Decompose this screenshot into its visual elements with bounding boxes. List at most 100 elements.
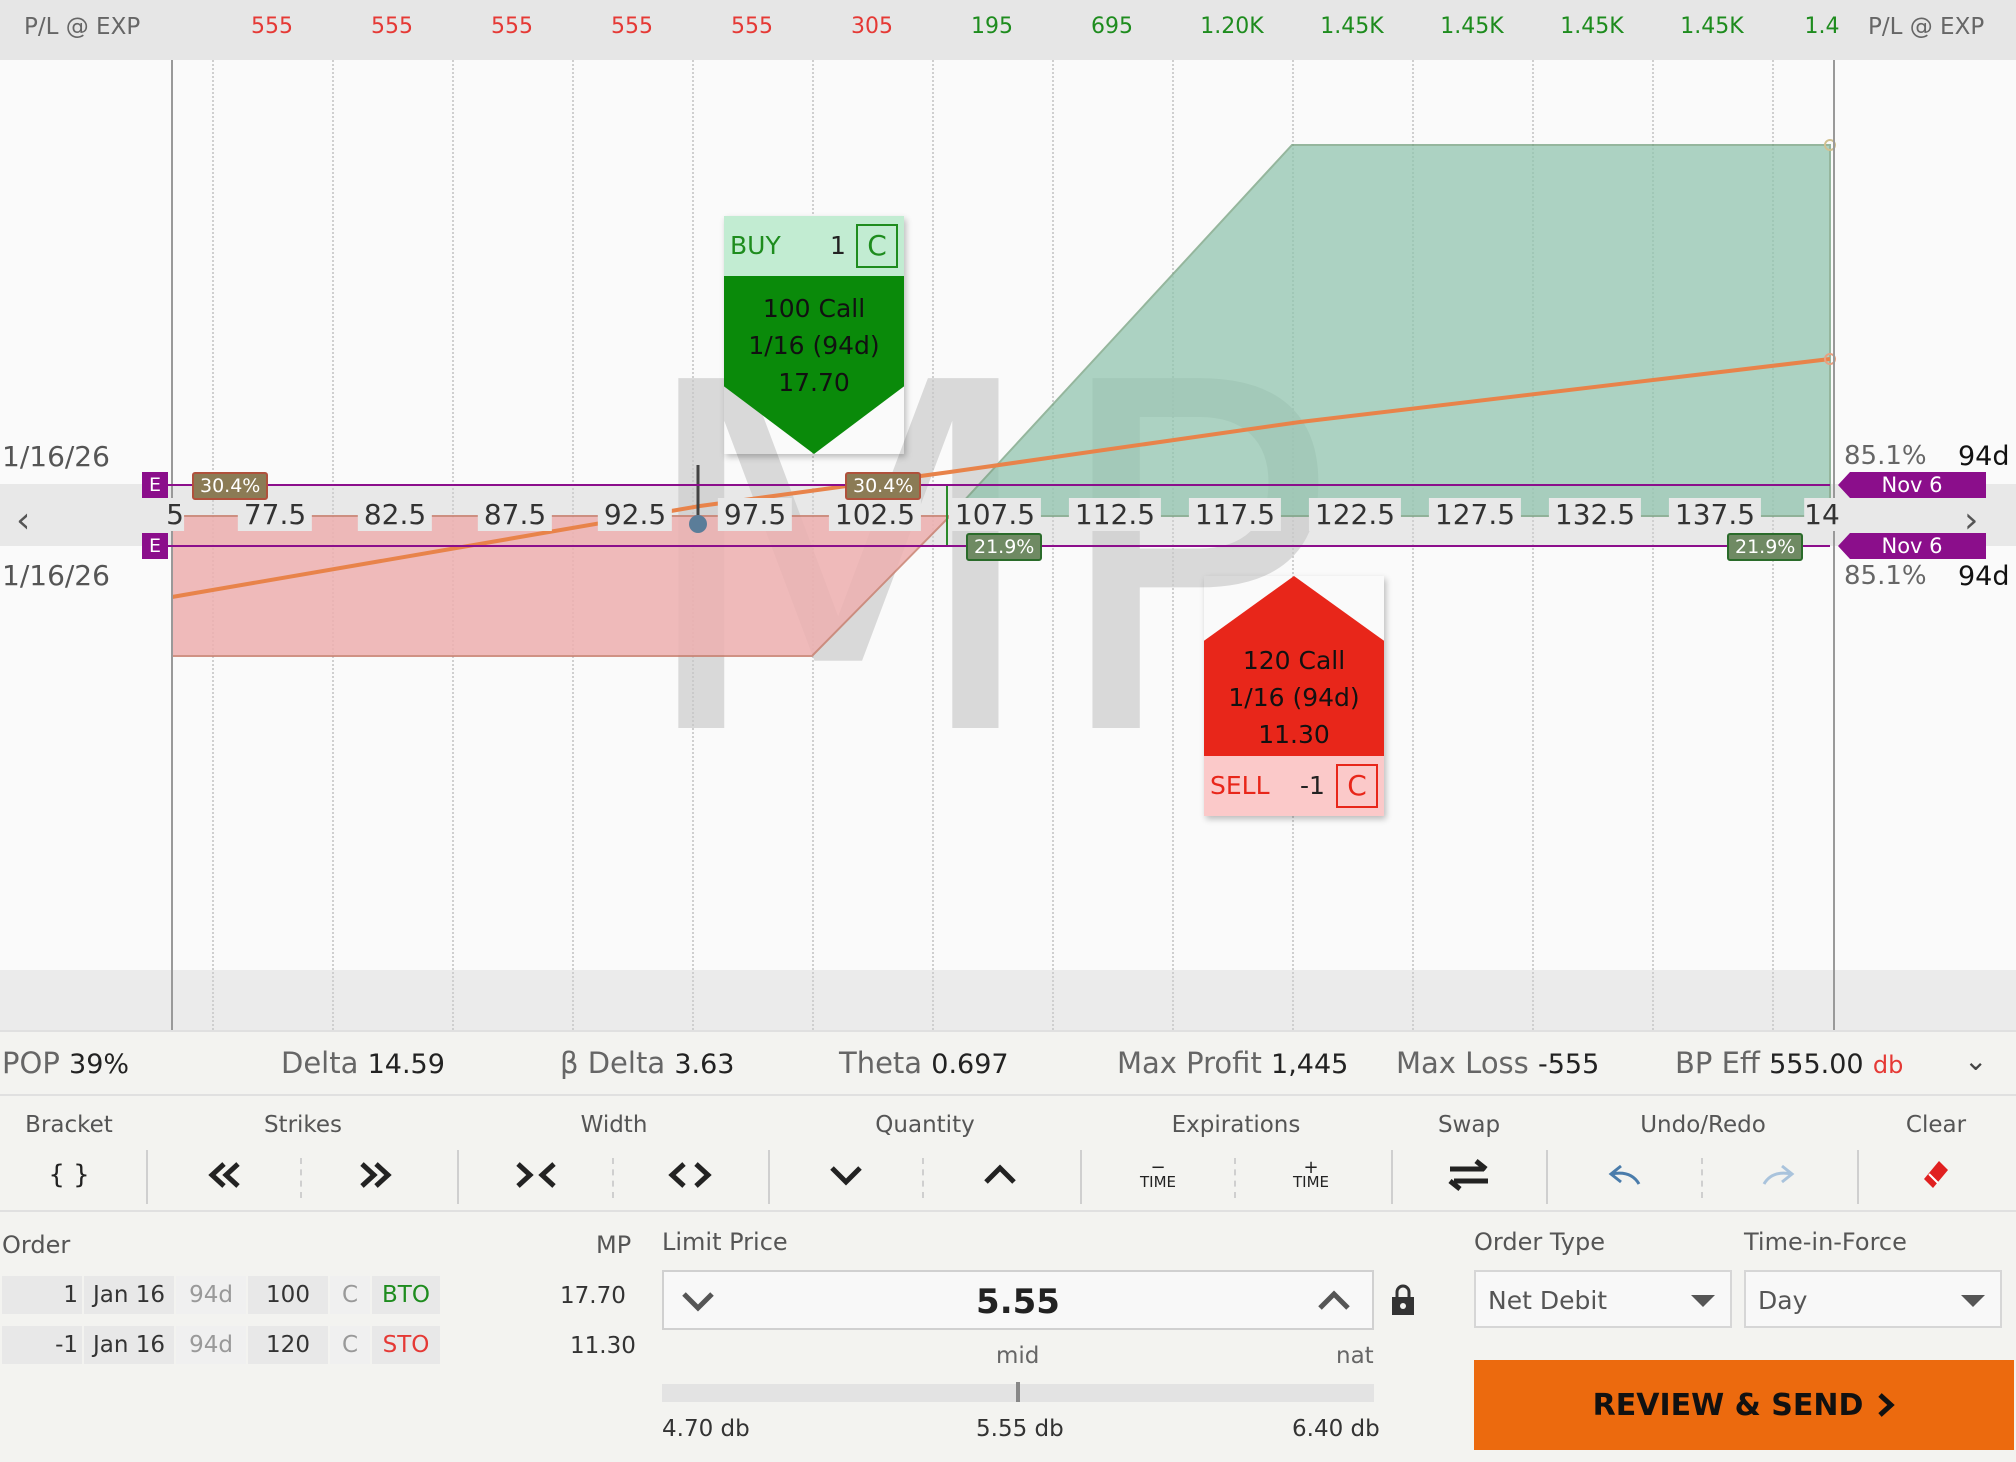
e-marker-bottom[interactable]: E [142,533,168,559]
price-up-icon[interactable] [1316,1288,1352,1314]
e-marker-top[interactable]: E [142,472,168,498]
strike-label[interactable]: 112.5 [1068,498,1162,531]
limit-price-value[interactable]: 5.55 [976,1282,1060,1322]
scroll-right-icon[interactable]: › [1964,500,1979,541]
pl-label-left: P/L @ EXP [24,14,141,40]
strikes-left-button[interactable] [174,1148,274,1202]
strike-label[interactable]: 107.5 [948,498,1042,531]
max-profit-stat: Max Profit 1,445 [1117,1046,1349,1080]
pl-at-exp-strip: P/L @ EXP P/L @ EXP 555 555 555 555 555 305 19… [0,0,2016,60]
sell-action-label: SELL [1210,771,1270,800]
lock-icon[interactable] [1390,1284,1416,1316]
strike-label[interactable]: 87.5 [477,498,553,531]
time-plus-button[interactable]: + TIME [1261,1148,1361,1202]
strike-label[interactable]: 137.5 [1668,498,1762,531]
toolbar-separator [1234,1158,1236,1198]
clear-button[interactable] [1886,1148,1986,1202]
toolbar-separator [768,1150,770,1204]
review-send-button[interactable]: REVIEW & SEND [1474,1360,2014,1450]
expand-chevron-icon[interactable]: ⌄ [1964,1044,1988,1077]
pl-label-right: P/L @ EXP [1868,14,1985,40]
sell-exp: 1/16 (94d) [1228,683,1360,712]
strike-label[interactable]: 77.5 [237,498,313,531]
swap-icon [1448,1159,1488,1191]
width-widen-button[interactable] [640,1148,740,1202]
sell-leg-card[interactable]: 120 Call 1/16 (94d) 11.30 SELL -1 C [1204,576,1384,816]
strike-label[interactable]: 14 [1804,498,1840,531]
quantity-down-button[interactable] [796,1148,896,1202]
pl-value: 555 [371,14,413,39]
time-minus-button[interactable]: − TIME [1108,1148,1208,1202]
buy-card-header: BUY 1 C [724,216,904,276]
buy-exp: 1/16 (94d) [748,331,880,360]
quantity-label: Quantity [875,1112,975,1138]
order-mp: 11.30 [570,1333,636,1359]
width-narrow-button[interactable] [486,1148,586,1202]
order-type-select[interactable]: Net Debit [1474,1270,1732,1328]
redo-button[interactable] [1728,1148,1828,1202]
strike-label[interactable]: 97.5 [717,498,793,531]
undo-button[interactable] [1575,1148,1675,1202]
pl-value: 305 [851,14,893,39]
days-label-top: 94d [1958,441,2010,472]
quantity-up-button[interactable] [950,1148,1050,1202]
pl-value: 1.45K [1440,14,1504,39]
strikes-right-button[interactable] [326,1148,426,1202]
pl-value: 1.45K [1320,14,1384,39]
strike-label[interactable]: 102.5 [828,498,922,531]
scroll-left-icon[interactable]: ‹ [16,500,31,541]
nov-6-tag-top[interactable]: Nov 6 [1838,472,1986,498]
order-date: Jan 16 [84,1326,174,1364]
limit-price-field[interactable]: 5.55 [662,1270,1374,1330]
nov-6-tag-bottom[interactable]: Nov 6 [1838,533,1986,559]
sell-qty: -1 [1300,771,1325,800]
tif-value: Day [1758,1286,1808,1315]
expirations-label: Expirations [1171,1112,1301,1138]
buy-leg-card[interactable]: BUY 1 C 100 Call 1/16 (94d) 17.70 [724,216,904,454]
strike-label[interactable]: 127.5 [1428,498,1522,531]
strike-label[interactable]: 117.5 [1188,498,1282,531]
order-type: C [330,1276,370,1314]
strike-label[interactable]: 132.5 [1548,498,1642,531]
redo-icon [1762,1164,1795,1185]
toolbar-separator [1391,1150,1393,1204]
strike-label[interactable]: 122.5 [1308,498,1402,531]
toolbar-separator [1080,1150,1082,1204]
stats-bar: POP 39% Delta 14.59 β Delta 3.63 Theta 0… [0,1030,2016,1096]
sell-price: 11.30 [1258,720,1330,749]
swap-button[interactable] [1419,1148,1519,1202]
price-slider-handle[interactable] [1016,1382,1020,1402]
underlying-price-dot[interactable] [689,515,707,533]
toolbar-separator [457,1150,459,1204]
prob-badge: 21.9% [1727,533,1804,561]
price-high-label: 6.40 db [1292,1416,1380,1442]
buy-card-body: 100 Call 1/16 (94d) 17.70 [724,276,904,454]
nat-label: nat [1336,1343,1374,1369]
double-chevron-left-icon [208,1162,240,1188]
buy-type-box[interactable]: C [856,224,898,268]
strike-label[interactable]: 82.5 [357,498,433,531]
tif-select[interactable]: Day [1744,1270,2002,1328]
order-qty: -1 [2,1326,82,1364]
order-type-label: Order Type [1474,1228,1605,1256]
bp-eff-stat: BP Eff 555.00 db [1675,1046,1904,1080]
bracket-button[interactable]: { } [48,1160,90,1190]
chevron-up-icon [984,1164,1016,1184]
delta-stat: Delta 14.59 [281,1046,445,1080]
strike-label[interactable]: 5 [166,498,184,531]
pl-value: 695 [1091,14,1133,39]
toolbar: Bracket Strikes Width Quantity Expiratio… [0,1094,2016,1210]
bracket-label: Bracket [25,1112,113,1138]
minus-icon: − [1150,1157,1166,1178]
strike-label[interactable]: 92.5 [597,498,673,531]
order-strike[interactable]: 120 [248,1326,328,1364]
buy-qty: 1 [830,231,846,260]
price-down-icon[interactable] [680,1288,716,1314]
pl-value: 1.45K [1680,14,1744,39]
sell-type-box[interactable]: C [1336,764,1378,808]
prob-badge: 30.4% [192,472,269,500]
order-type-value: Net Debit [1488,1286,1608,1315]
order-strike[interactable]: 100 [248,1276,328,1314]
mid-label: mid [996,1343,1040,1369]
mp-label: MP [596,1231,632,1259]
